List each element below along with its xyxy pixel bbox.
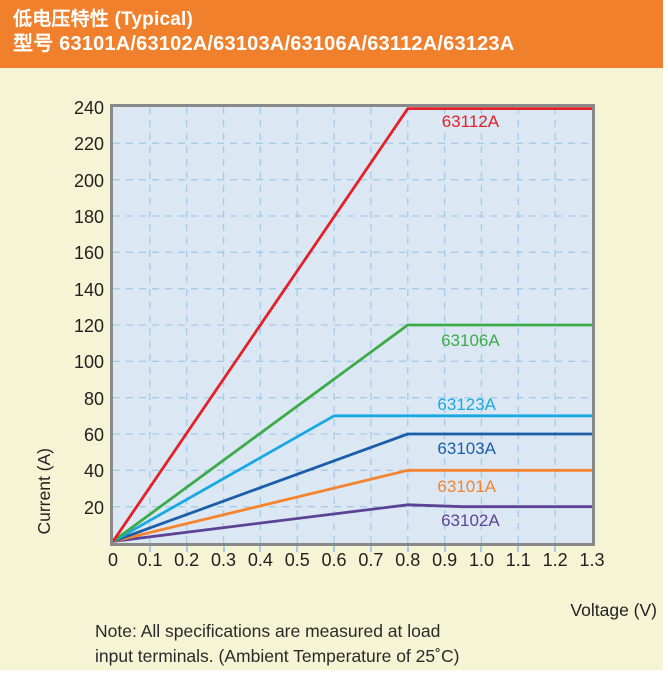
y-tick-label-140: 140 (73, 279, 104, 300)
plot-svg (113, 107, 592, 543)
series-label-63101A: 63101A (437, 476, 497, 496)
series-line-63103A (113, 432, 592, 543)
page-title: 低电压特性 (Typical) (13, 9, 193, 30)
series-line-63101A (113, 468, 592, 543)
x-tick-mark (333, 546, 336, 552)
x-tick-label-0.7: 0.7 (358, 550, 384, 570)
y-axis-title: Current (A) (34, 448, 56, 570)
x-tick-mark (222, 546, 225, 552)
y-tick-label-120: 120 (73, 316, 104, 336)
series-line-63102A (113, 503, 592, 543)
x-tick-mark (443, 546, 446, 552)
footnote-line-1: Note: All specifications are measured at… (95, 621, 441, 641)
y-tick-label-240: 240 (73, 98, 104, 118)
y-tick-label-40: 40 (83, 461, 104, 482)
y-tick-label-200: 200 (73, 170, 104, 191)
x-tick-label-0.2: 0.2 (174, 550, 200, 570)
x-tick-label-0.3: 0.3 (211, 550, 237, 570)
x-tick-label-0.9: 0.9 (432, 550, 458, 570)
x-tick-label-0.6: 0.6 (321, 550, 347, 570)
series-line-63106A (113, 323, 592, 543)
x-tick-mark (517, 546, 520, 552)
x-tick-mark (296, 546, 299, 552)
x-tick-mark (148, 546, 151, 552)
series-label-63112A: 63112A (441, 111, 500, 131)
series-label-63103A: 63103A (437, 438, 497, 458)
y-tick-label-20: 20 (83, 497, 104, 518)
footnote-line-2: input terminals. (Ambient Temperature of… (95, 646, 460, 666)
y-tick-label-80: 80 (83, 388, 104, 409)
x-tick-label-1.3: 1.3 (579, 550, 605, 570)
series-line-63112A (113, 107, 592, 543)
y-tick-label-180: 180 (73, 207, 104, 227)
x-tick-mark (480, 546, 483, 552)
footnote: Note: All specifications are measured at… (95, 619, 459, 669)
y-tick-label-60: 60 (83, 425, 104, 445)
series-label-63102A: 63102A (441, 511, 500, 531)
x-tick-mark (185, 546, 188, 552)
x-tick-label-1.0: 1.0 (468, 550, 494, 570)
x-tick-mark (554, 546, 557, 552)
header-banner: 低电压特性 (Typical) 型号 63101A/63102A/63103A/… (0, 0, 663, 68)
x-tick-label-0.5: 0.5 (284, 550, 310, 570)
x-tick-label-1.1: 1.1 (505, 550, 531, 570)
series-label-63123A: 63123A (437, 394, 497, 414)
y-tick-label-100: 100 (73, 352, 104, 373)
x-axis-title: Voltage (V) (570, 600, 657, 620)
x-tick-mark (369, 546, 372, 552)
y-tick-label-220: 220 (73, 134, 104, 155)
x-tick-label-0: 0 (107, 550, 118, 570)
x-tick-label-1.2: 1.2 (542, 550, 568, 570)
plot-area (110, 104, 595, 546)
y-axis-title-text: Current (A) (34, 448, 54, 535)
series-label-63106A: 63106A (441, 331, 500, 351)
x-tick-label-0.1: 0.1 (137, 550, 163, 570)
y-tick-label-160: 160 (73, 243, 104, 264)
x-tick-mark (406, 546, 409, 552)
x-tick-label-0.4: 0.4 (247, 550, 273, 570)
model-list-subtitle: 型号 63101A/63102A/63103A/63106A/63112A/63… (13, 33, 515, 55)
x-tick-label-0.8: 0.8 (395, 550, 421, 570)
x-tick-mark (259, 546, 262, 552)
series-line-63123A (113, 414, 592, 543)
